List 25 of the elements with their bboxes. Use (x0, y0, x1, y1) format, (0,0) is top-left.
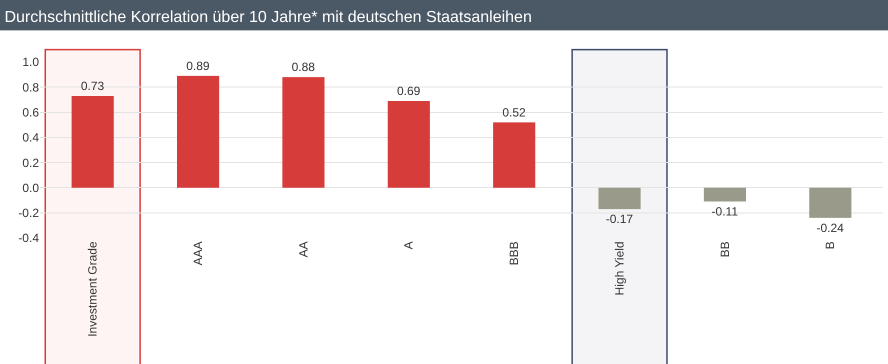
x-tick-label: High Yield (612, 241, 626, 296)
y-tick-label: -0.4 (18, 231, 40, 246)
data-label: 0.89 (186, 58, 210, 73)
x-tick-label: BBB (507, 241, 522, 266)
x-tick-label: AA (296, 241, 310, 258)
y-tick-label: 1.0 (22, 55, 40, 70)
y-tick-label: -0.2 (18, 206, 40, 220)
data-label: -0.17 (606, 212, 634, 226)
x-tick-label: Investment Grade (86, 241, 100, 337)
y-tick-label: 0.8 (22, 80, 40, 94)
data-label: 0.69 (396, 84, 421, 98)
y-tick-label: 0.0 (22, 180, 40, 195)
data-label: -0.11 (712, 204, 738, 219)
x-tick-label: B (823, 241, 838, 250)
data-label: 0.88 (292, 60, 316, 74)
y-tick-label: 0.6 (22, 105, 40, 120)
data-label: 0.73 (80, 78, 105, 93)
data-label: -0.24 (816, 220, 844, 235)
x-tick-label: BB (718, 241, 732, 258)
y-tick-label: 0.4 (22, 130, 40, 145)
data-label: 0.52 (502, 105, 526, 120)
y-tick-label: 0.2 (22, 156, 40, 170)
x-tick-label: AAA (190, 241, 205, 266)
x-tick-label: A (402, 241, 416, 250)
chart-title: Durchschnittliche Korrelation über 10 Jahre* mit deutschen Staatsanleihen (4, 8, 532, 26)
